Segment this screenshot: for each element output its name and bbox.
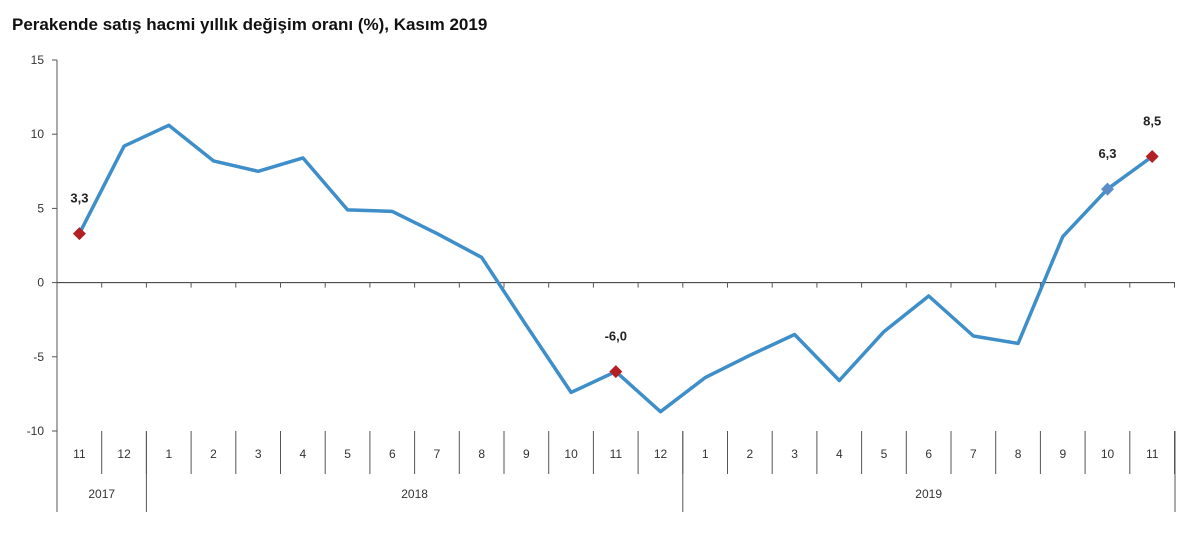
data-point-marker (1145, 149, 1159, 163)
chart-title: Perakende satış hacmi yıllık değişim ora… (12, 15, 488, 34)
x-tick-label: 11 (1146, 447, 1159, 461)
x-tick-label: 11 (73, 447, 86, 461)
y-tick-label: 5 (37, 201, 44, 215)
year-label: 2018 (401, 487, 428, 501)
y-tick-label: 0 (37, 276, 44, 290)
x-tick-label: 5 (881, 447, 888, 461)
y-tick-label: -5 (33, 350, 44, 364)
x-tick-label: 7 (970, 447, 977, 461)
data-point-marker (72, 227, 86, 241)
x-tick-label: 9 (523, 447, 530, 461)
year-label: 2019 (915, 487, 942, 501)
x-tick-label: 1 (702, 447, 709, 461)
x-tick-label: 5 (344, 447, 351, 461)
data-label: -6,0 (605, 329, 627, 344)
y-tick-label: -10 (27, 424, 45, 438)
data-point-marker (1101, 182, 1114, 196)
x-tick-label: 9 (1059, 447, 1066, 461)
data-point-marker (609, 365, 623, 379)
y-tick-label: 15 (31, 53, 45, 67)
x-tick-label: 3 (255, 447, 262, 461)
x-tick-label: 12 (117, 447, 131, 461)
x-tick-label: 2 (747, 447, 754, 461)
data-label: 6,3 (1098, 146, 1116, 161)
x-tick-label: 2 (210, 447, 217, 461)
x-tick-label: 10 (1101, 447, 1115, 461)
y-tick-label: 10 (31, 127, 45, 141)
x-tick-label: 3 (791, 447, 798, 461)
x-tick-label: 4 (300, 447, 307, 461)
x-tick-label: 12 (654, 447, 668, 461)
x-tick-label: 7 (434, 447, 441, 461)
year-label: 2017 (88, 487, 115, 501)
x-tick-label: 8 (478, 447, 485, 461)
x-tick-label: 10 (564, 447, 578, 461)
x-tick-label: 1 (165, 447, 172, 461)
x-tick-label: 6 (389, 447, 396, 461)
x-tick-label: 4 (836, 447, 843, 461)
x-tick-label: 8 (1015, 447, 1022, 461)
data-label: 3,3 (70, 191, 88, 206)
x-tick-label: 6 (925, 447, 932, 461)
marker-layer: 3,3 -6,0 6,3 8,5 (70, 113, 1161, 379)
data-label: 8,5 (1143, 113, 1161, 128)
x-tick-label: 11 (610, 447, 623, 461)
